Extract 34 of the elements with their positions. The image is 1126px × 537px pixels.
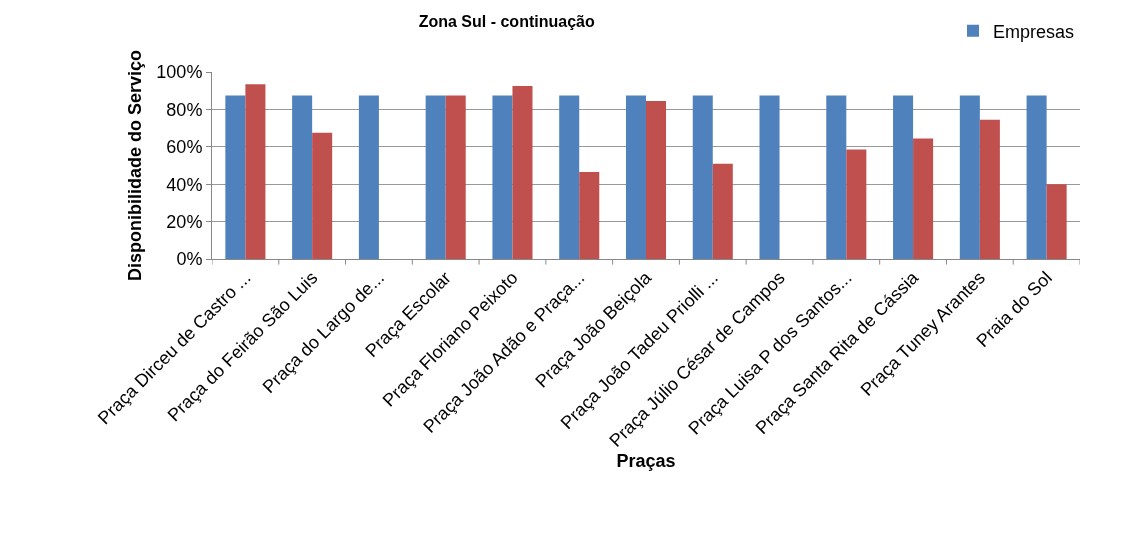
bar bbox=[913, 138, 934, 259]
y-tick-label: 60% bbox=[166, 137, 203, 158]
bar bbox=[425, 95, 446, 259]
y-axis-title: Disponibilidade do Serviço bbox=[124, 49, 145, 282]
bar bbox=[245, 84, 266, 259]
chart-title: Zona Sul - continuação bbox=[418, 13, 595, 31]
bar bbox=[846, 149, 867, 259]
bar bbox=[445, 95, 466, 259]
legend-label: Empresas bbox=[993, 21, 1075, 42]
bar bbox=[225, 95, 246, 259]
bar bbox=[292, 95, 313, 259]
bar bbox=[959, 95, 980, 259]
bar bbox=[979, 119, 1000, 259]
bar bbox=[1026, 95, 1047, 259]
bar bbox=[646, 100, 667, 259]
bar bbox=[492, 95, 513, 259]
bar bbox=[1046, 184, 1067, 259]
bar bbox=[512, 86, 533, 259]
bar bbox=[559, 95, 580, 259]
bar bbox=[579, 172, 600, 259]
bar bbox=[358, 95, 379, 259]
y-tick-label: 100% bbox=[156, 62, 203, 83]
bar bbox=[692, 95, 713, 259]
bar bbox=[826, 95, 847, 259]
bar bbox=[893, 95, 914, 259]
bar bbox=[625, 95, 646, 259]
bar bbox=[759, 95, 780, 259]
y-tick-label: 80% bbox=[166, 99, 203, 120]
y-tick-label: 40% bbox=[166, 174, 203, 195]
x-axis-title: Praças bbox=[616, 450, 676, 471]
y-tick-label: 0% bbox=[176, 249, 203, 270]
bar bbox=[312, 132, 333, 259]
y-tick-label: 20% bbox=[166, 211, 203, 232]
bar bbox=[712, 163, 733, 259]
